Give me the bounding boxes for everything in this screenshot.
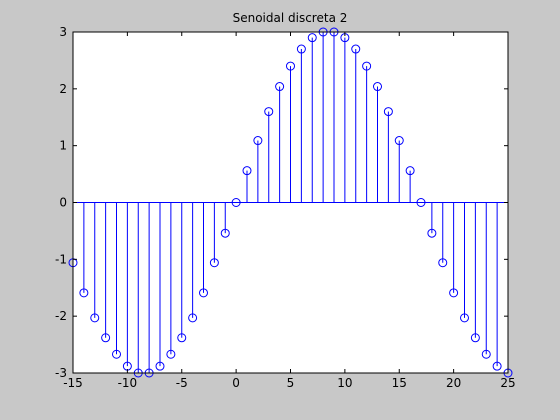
stem-marker xyxy=(362,61,372,71)
stem-marker xyxy=(188,313,198,323)
stem-marker xyxy=(209,258,219,268)
stem-marker xyxy=(307,33,317,43)
x-tick-label: 0 xyxy=(232,376,240,390)
stem-marker xyxy=(481,349,491,359)
y-tick-label: 2 xyxy=(59,82,67,96)
axes-frame xyxy=(72,31,509,374)
stem-marker xyxy=(177,333,187,343)
stem-marker xyxy=(427,228,437,238)
stem-marker xyxy=(470,333,480,343)
x-tick-label: 15 xyxy=(392,376,407,390)
stem-marker xyxy=(492,361,502,371)
x-tick-label: 25 xyxy=(500,376,515,390)
y-tick-label: 0 xyxy=(59,196,67,210)
stem-marker xyxy=(90,313,100,323)
y-tick-label: -3 xyxy=(55,366,67,380)
stem-marker xyxy=(460,313,469,323)
y-tick-label: 1 xyxy=(59,139,67,153)
chart-title: Senoidal discreta 2 xyxy=(233,11,348,25)
x-tick-label: 5 xyxy=(287,376,295,390)
x-tick-label: -15 xyxy=(63,376,83,390)
x-tick-label: -10 xyxy=(118,376,138,390)
stem-marker xyxy=(373,82,382,92)
stem-marker xyxy=(199,288,208,298)
stem-marker xyxy=(79,288,89,298)
x-tick-label: 10 xyxy=(337,376,352,390)
stem-marker xyxy=(112,349,121,359)
y-tick-label: 3 xyxy=(59,25,67,39)
stem-marker xyxy=(242,166,252,176)
y-tick-label: -1 xyxy=(55,252,67,266)
stem-marker xyxy=(438,258,448,268)
stem-marker xyxy=(220,228,230,238)
stem-marker xyxy=(286,61,295,71)
stem-marker xyxy=(296,44,306,54)
stem-series xyxy=(68,27,513,378)
stem-marker xyxy=(383,107,393,117)
stem-marker xyxy=(155,361,165,371)
stem-marker xyxy=(264,107,274,117)
stem-marker xyxy=(416,198,426,207)
stem-marker xyxy=(231,198,241,207)
stem-marker xyxy=(101,333,111,343)
x-tick-label: 20 xyxy=(446,376,461,390)
stem-marker xyxy=(351,44,361,54)
stem-marker xyxy=(394,136,404,146)
stem-marker xyxy=(405,166,415,176)
stem-marker xyxy=(166,349,176,359)
stem-marker xyxy=(275,82,285,92)
stem-marker xyxy=(449,288,459,298)
x-tick-label: -5 xyxy=(176,376,188,390)
stem-marker xyxy=(253,136,263,146)
y-tick-label: -2 xyxy=(55,309,67,323)
